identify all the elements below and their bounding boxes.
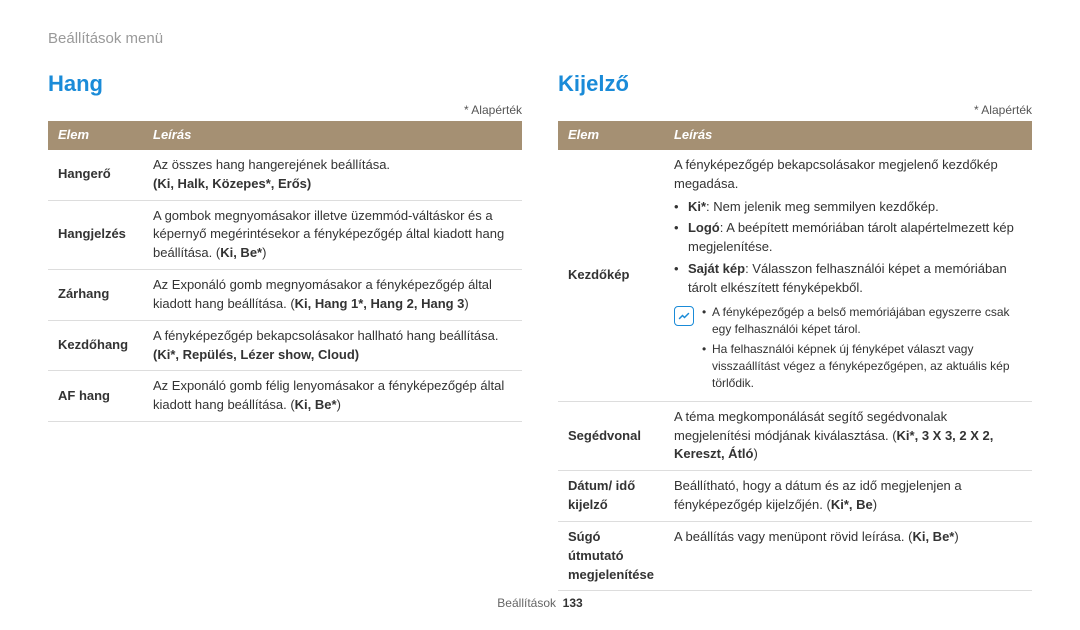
default-note-right: * Alapérték xyxy=(558,103,1032,117)
table-row: Segédvonal A téma megkomponálását segítő… xyxy=(558,401,1032,471)
item-desc: Az Exponáló gomb megnyomásakor a fénykép… xyxy=(143,270,522,321)
table-row: Dátum/ idő kijelző Beállítható, hogy a d… xyxy=(558,471,1032,522)
section-title-kijelzo: Kijelző xyxy=(558,71,1032,97)
item-desc: Beállítható, hogy a dátum és az idő megj… xyxy=(664,471,1032,522)
item-desc: A téma megkomponálását segítő segédvonal… xyxy=(664,401,1032,471)
table-row: Kezdőhang A fényképezőgép bekapcsolásako… xyxy=(48,320,522,371)
table-row: Kezdőkép A fényképezőgép bekapcsolásakor… xyxy=(558,150,1032,401)
default-note-left: * Alapérték xyxy=(48,103,522,117)
item-label: Zárhang xyxy=(48,270,143,321)
item-label: Súgó útmutató megjelenítése xyxy=(558,521,664,591)
item-desc: Az Exponáló gomb félig lenyomásakor a fé… xyxy=(143,371,522,422)
col-header-item: Elem xyxy=(558,121,664,150)
table-row: Hangjelzés A gombok megnyomásakor illetv… xyxy=(48,200,522,270)
item-label: Hangerő xyxy=(48,150,143,200)
note-content: A fényképezőgép a belső memóriájában egy… xyxy=(702,304,1022,395)
left-column: Hang * Alapérték Elem Leírás Hangerő Az … xyxy=(48,71,522,591)
item-desc: A fényképezőgép bekapcsolásakor megjelen… xyxy=(664,150,1032,401)
hang-table: Elem Leírás Hangerő Az összes hang hange… xyxy=(48,121,522,422)
item-label: Hangjelzés xyxy=(48,200,143,270)
table-row: Hangerő Az összes hang hangerejének beál… xyxy=(48,150,522,200)
col-header-desc: Leírás xyxy=(664,121,1032,150)
table-row: Zárhang Az Exponáló gomb megnyomásakor a… xyxy=(48,270,522,321)
item-desc: A fényképezőgép bekapcsolásakor hallható… xyxy=(143,320,522,371)
item-desc: A beállítás vagy menüpont rövid leírása.… xyxy=(664,521,1032,591)
item-desc: A gombok megnyomásakor illetve üzemmód-v… xyxy=(143,200,522,270)
breadcrumb: Beállítások menü xyxy=(48,30,1032,47)
note-box: A fényképezőgép a belső memóriájában egy… xyxy=(674,304,1022,395)
item-label: Kezdőkép xyxy=(558,150,664,401)
item-label: Dátum/ idő kijelző xyxy=(558,471,664,522)
right-column: Kijelző * Alapérték Elem Leírás Kezdőkép… xyxy=(558,71,1032,591)
col-header-desc: Leírás xyxy=(143,121,522,150)
item-label: Kezdőhang xyxy=(48,320,143,371)
table-row: Súgó útmutató megjelenítése A beállítás … xyxy=(558,521,1032,591)
note-icon xyxy=(674,306,694,326)
item-label: Segédvonal xyxy=(558,401,664,471)
col-header-item: Elem xyxy=(48,121,143,150)
page-footer: Beállítások 133 xyxy=(0,596,1080,610)
section-title-hang: Hang xyxy=(48,71,522,97)
table-row: AF hang Az Exponáló gomb félig lenyomása… xyxy=(48,371,522,422)
item-label: AF hang xyxy=(48,371,143,422)
bullet-list: Ki*: Nem jelenik meg semmilyen kezdőkép.… xyxy=(674,198,1022,298)
item-desc: Az összes hang hangerejének beállítása. … xyxy=(143,150,522,200)
kijelzo-table: Elem Leírás Kezdőkép A fényképezőgép bek… xyxy=(558,121,1032,591)
